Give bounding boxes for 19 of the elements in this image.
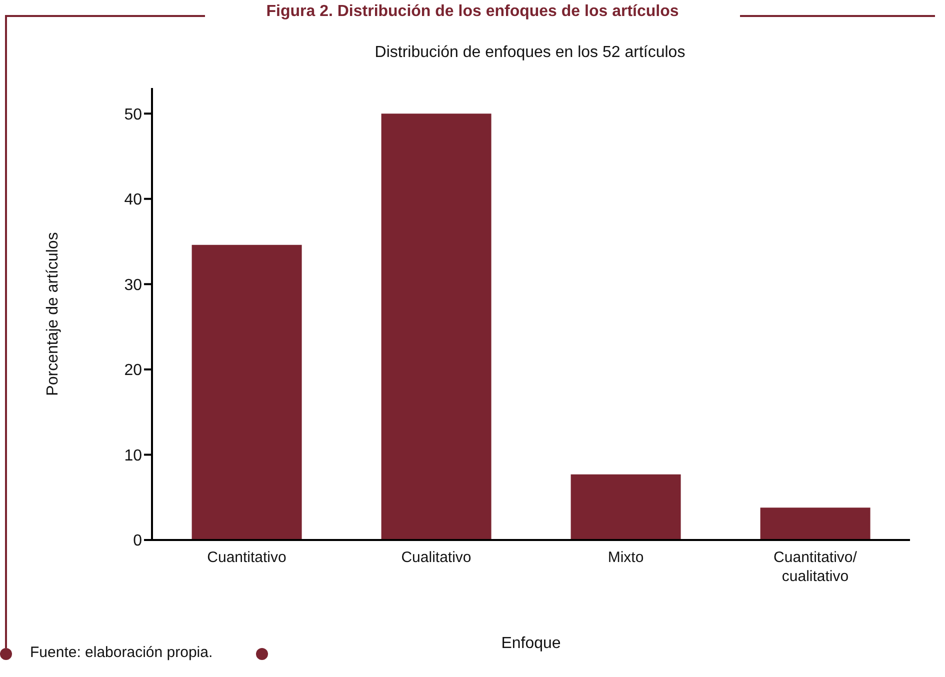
y-tick-label: 10: [124, 447, 142, 464]
y-tick-label: 50: [124, 106, 142, 124]
y-axis-title: Porcentaje de artículos: [44, 232, 62, 396]
bar: [192, 244, 302, 540]
bar: [381, 114, 492, 540]
x-axis-title: Enfoque: [501, 635, 561, 652]
chart-title: Figura 2. Distribución de los enfoques de los artículos: [265, 3, 680, 21]
y-tick-label: 20: [124, 362, 142, 380]
x-tick-label: Cuantitativo: [207, 549, 286, 566]
x-tick-label: Cualitativo: [401, 549, 472, 566]
x-tick-label: Mixto: [608, 549, 644, 566]
bar: [760, 508, 870, 540]
x-tick-label: Cuantitativo/cualitativo: [774, 549, 858, 585]
bar: [570, 474, 681, 540]
y-tick-label: 0: [133, 532, 142, 550]
source-note: Fuente: elaboración propia.: [30, 644, 213, 661]
chart-subtitle: Distribución de enfoques en los 52 artículos: [374, 44, 686, 62]
y-tick-label: 40: [124, 192, 142, 209]
y-tick-label: 30: [124, 276, 142, 294]
